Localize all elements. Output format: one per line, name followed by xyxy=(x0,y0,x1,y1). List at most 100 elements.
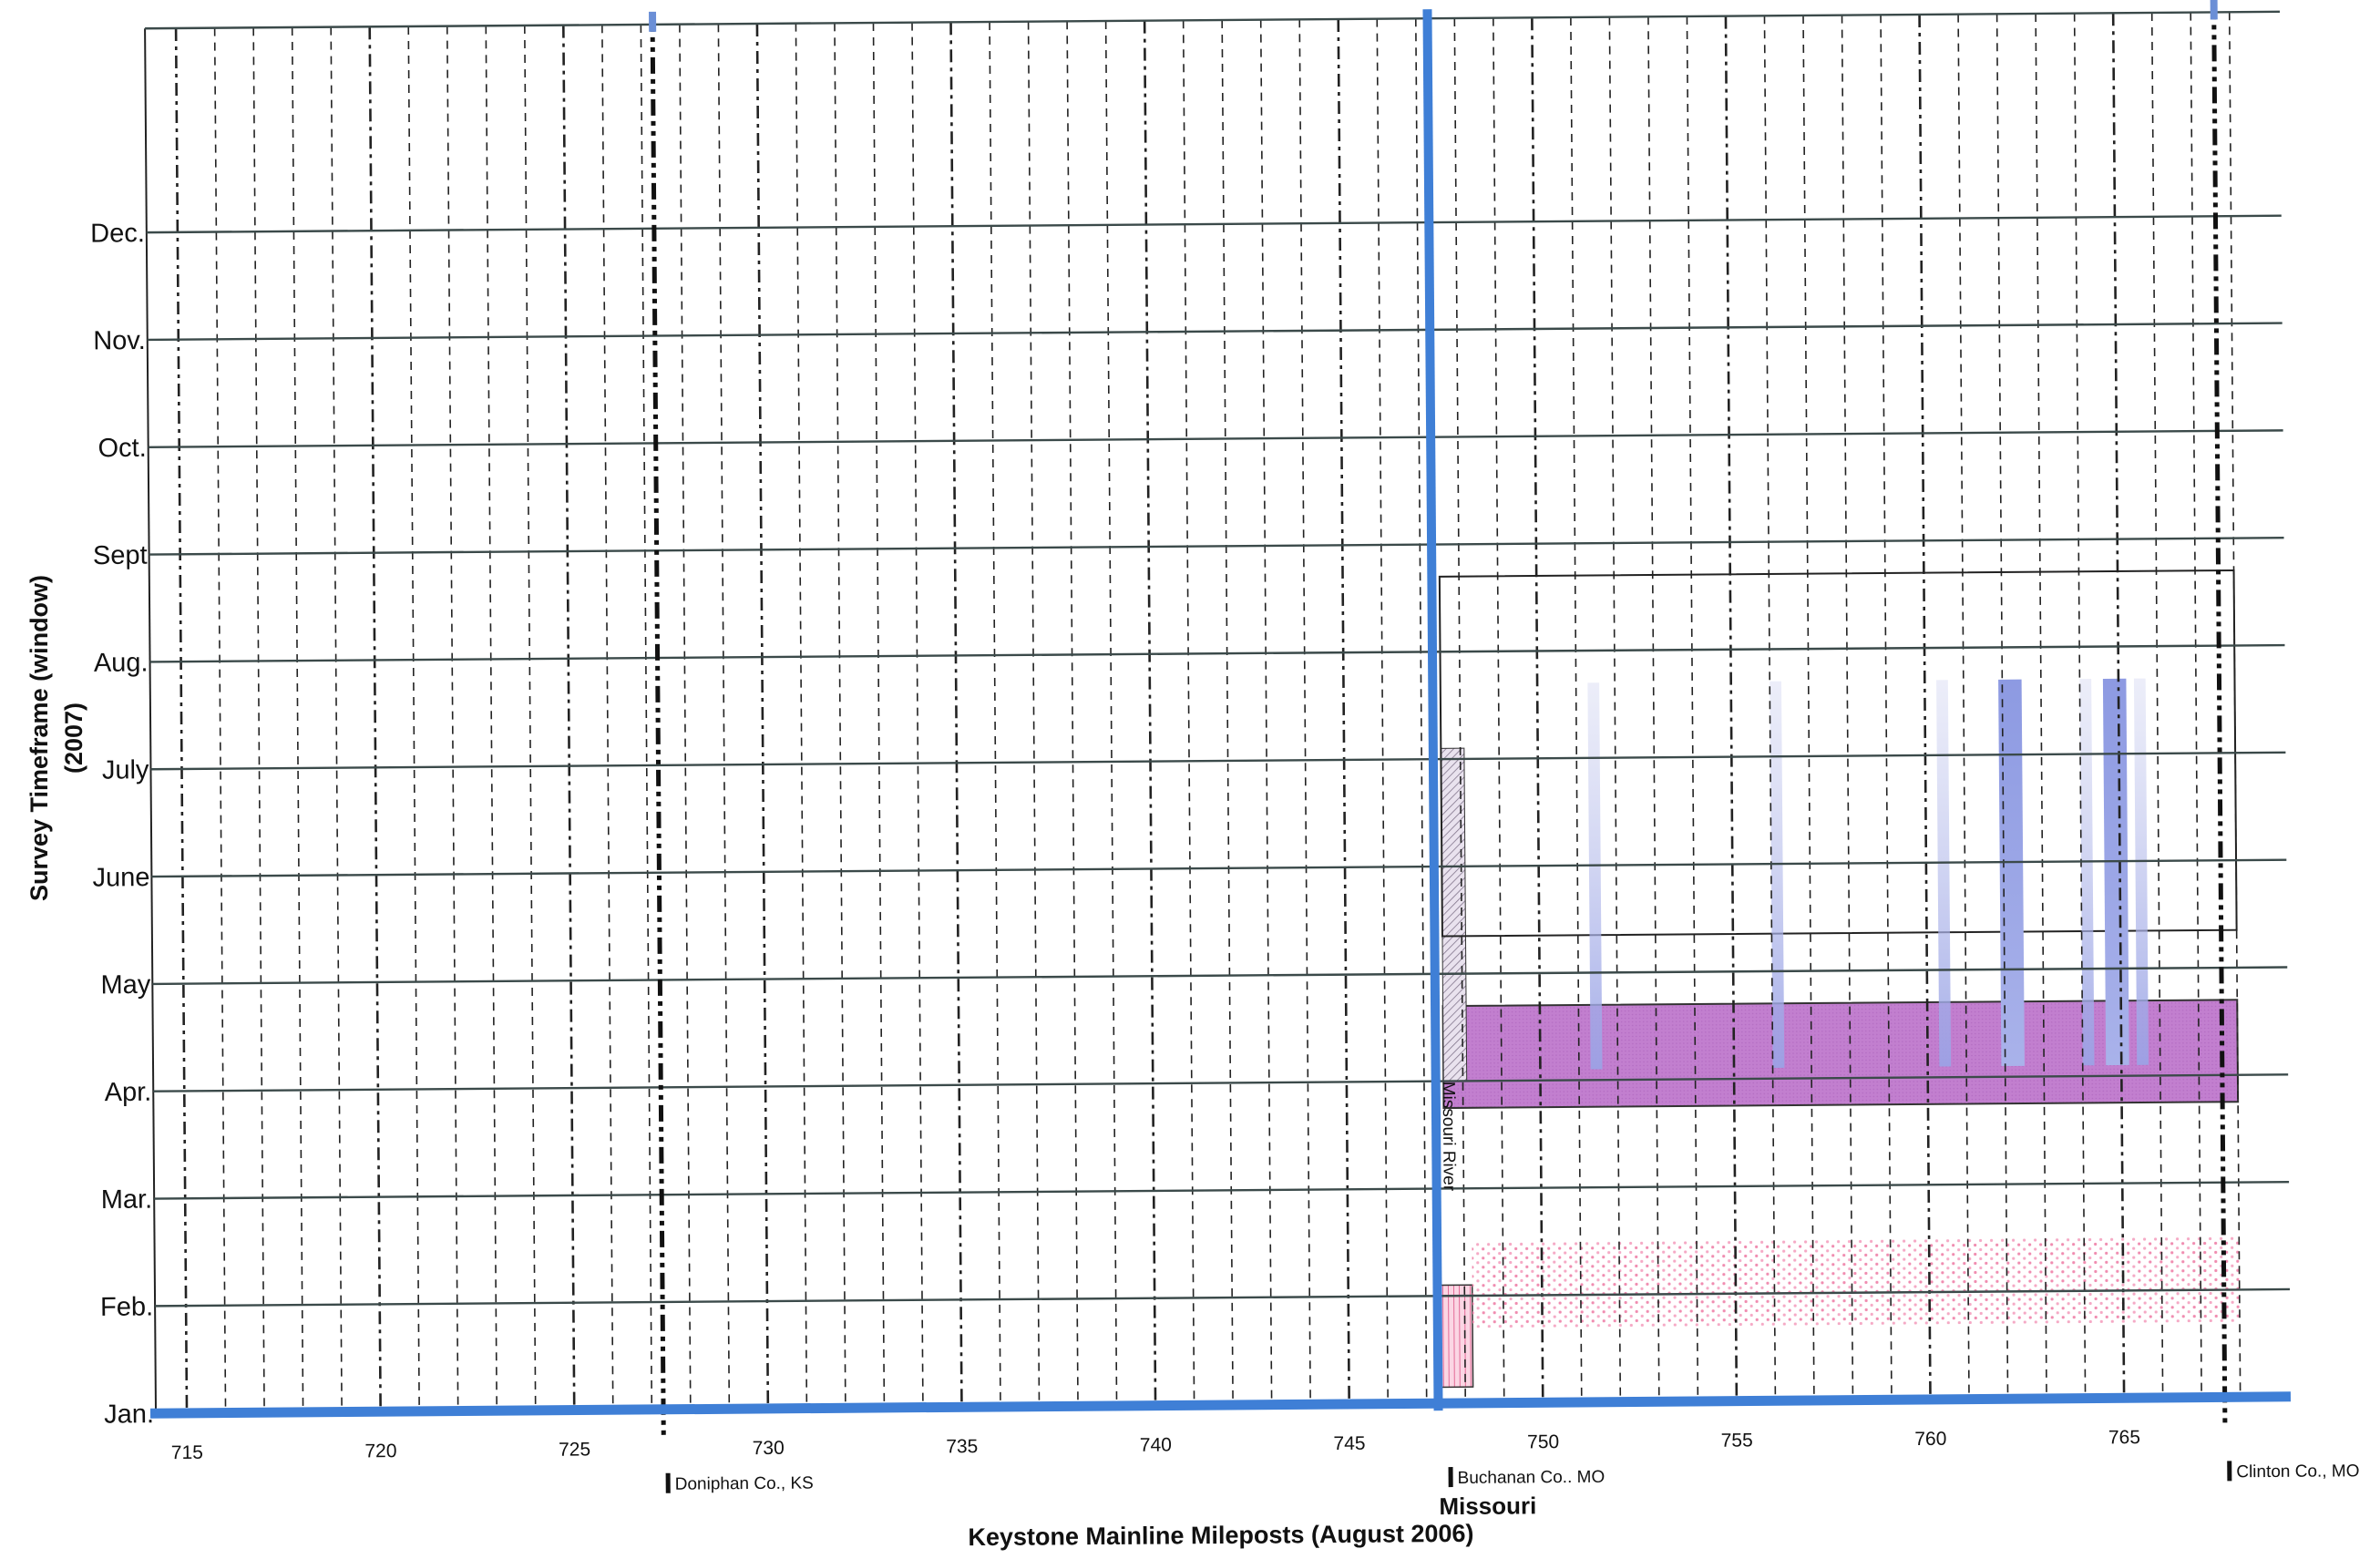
minor-gridline-729 xyxy=(717,24,731,1410)
major-gridline-735 xyxy=(949,22,963,1408)
x-axis-title: Keystone Mainline Mileposts (August 2006… xyxy=(968,1520,1473,1551)
minor-gridline-748 xyxy=(1453,17,1467,1403)
x-tick-label: 715 xyxy=(171,1442,203,1463)
survey-window-blue-solid-10 xyxy=(2102,678,2129,1066)
month-gridline-3 xyxy=(153,1073,2289,1092)
county-boundary-line xyxy=(2211,3,2228,1423)
x-tick-label: 755 xyxy=(1721,1430,1753,1451)
minor-gridline-721 xyxy=(407,26,420,1411)
boundary-label: Doniphan Co., KS xyxy=(675,1474,814,1494)
river-label: Missouri River xyxy=(1439,1082,1459,1192)
minor-gridline-723 xyxy=(485,26,498,1411)
minor-gridline-742 xyxy=(1221,19,1234,1405)
minor-gridline-752 xyxy=(1608,16,1622,1402)
x-tick-label: 745 xyxy=(1333,1433,1365,1454)
minor-gridline-753 xyxy=(1647,16,1660,1402)
month-gridline-7 xyxy=(149,643,2285,663)
survey-windows xyxy=(1436,569,2241,1389)
major-gridline-760 xyxy=(1918,14,1932,1400)
month-gridline-4 xyxy=(152,966,2288,986)
x-axis-line xyxy=(149,1391,2291,1419)
x-tick-labels: 715 720 725 730 735 740 745 750 755 760 765 xyxy=(171,1427,2140,1463)
y-tick-labels: Jan. Feb. Mar. Apr. May June July Aug. Sept Oct. N… xyxy=(90,219,154,1430)
minor-gridline-757 xyxy=(1802,15,1815,1400)
minor-gridline-751 xyxy=(1570,16,1583,1402)
minor-gridline-749 xyxy=(1493,17,1505,1403)
y-tick-label: Apr. xyxy=(105,1078,152,1107)
y-tick-label: Oct. xyxy=(97,434,146,463)
minor-gridline-716 xyxy=(213,27,227,1413)
minor-gridline-731 xyxy=(795,23,808,1409)
x-tick-label: 740 xyxy=(1140,1434,1172,1455)
major-gridline-725 xyxy=(562,25,576,1410)
y-tick-label: Aug. xyxy=(94,648,149,677)
y-axis-title: Survey Timeframe (window) xyxy=(26,575,53,901)
y-axis-year-label: (2007) xyxy=(60,703,87,774)
minor-gridline-756 xyxy=(1763,15,1777,1401)
month-gridline-5 xyxy=(151,858,2287,878)
boundary-marker xyxy=(2227,1461,2232,1482)
month-gridline-10 xyxy=(147,322,2283,342)
survey-window-pink-hatched-0 xyxy=(1436,1284,1474,1389)
minor-gridline-754 xyxy=(1686,15,1699,1401)
boundary-marker xyxy=(1448,1467,1453,1488)
minor-gridline-766 xyxy=(2150,12,2164,1398)
x-tick-label: 750 xyxy=(1527,1431,1559,1452)
minor-gridline-734 xyxy=(911,22,924,1408)
minor-gridline-763 xyxy=(2035,13,2047,1399)
boundary-marker xyxy=(665,1472,671,1493)
state-label: Missouri xyxy=(1439,1492,1536,1520)
major-gridline-720 xyxy=(368,26,382,1412)
plot-area: Jan. Feb. Mar. Apr. May June July Aug. Sept Oct. N… xyxy=(90,0,2360,1520)
month-gridline-9 xyxy=(148,429,2283,448)
missouri-river-line xyxy=(1422,9,1443,1411)
minor-gridline-768 xyxy=(2228,12,2242,1398)
county-boundary-cap xyxy=(2210,0,2218,20)
boundary-label: Clinton Co., MO xyxy=(2236,1462,2359,1482)
major-gridline-765 xyxy=(2111,13,2126,1399)
minor-gridline-746 xyxy=(1376,18,1390,1404)
y-tick-label: May xyxy=(100,970,151,1000)
x-tick-label: 730 xyxy=(753,1438,785,1459)
minor-gridline-728 xyxy=(679,24,692,1410)
minor-gridline-732 xyxy=(834,23,846,1409)
major-gridline-750 xyxy=(1531,17,1544,1403)
county-boundary-line xyxy=(650,15,666,1435)
minor-gridline-722 xyxy=(446,26,459,1411)
minor-gridline-733 xyxy=(872,22,886,1408)
minor-gridline-724 xyxy=(523,25,537,1410)
survey-window-outline-4 xyxy=(1438,569,2238,938)
x-tick-label: 720 xyxy=(364,1441,396,1462)
minor-gridline-717 xyxy=(252,27,265,1413)
minor-gridline-759 xyxy=(1880,15,1893,1400)
survey-window-pink-dotted-1 xyxy=(1472,1236,2241,1328)
x-tick-label: 725 xyxy=(559,1439,590,1460)
y-axis-line xyxy=(144,28,158,1414)
boundaries: Doniphan Co., KS Buchanan Co.. MO Missouri… xyxy=(649,0,2360,1520)
major-gridline-740 xyxy=(1143,20,1157,1406)
y-tick-label: July xyxy=(102,755,149,785)
minor-gridline-758 xyxy=(1841,15,1854,1400)
minor-gridline-747 xyxy=(1414,18,1428,1404)
county-boundary-cap xyxy=(649,11,657,32)
minor-gridline-743 xyxy=(1259,19,1273,1405)
top-border xyxy=(145,10,2281,30)
minor-gridline-738 xyxy=(1066,21,1079,1407)
y-tick-label: June xyxy=(92,863,149,892)
month-gridline-2 xyxy=(154,1180,2290,1200)
major-gridline-755 xyxy=(1724,15,1739,1401)
major-gridline-715 xyxy=(174,27,189,1413)
minor-gridline-719 xyxy=(330,26,343,1412)
y-tick-label: Dec. xyxy=(90,219,145,248)
major-gridline-745 xyxy=(1337,18,1350,1404)
minor-gridline-727 xyxy=(640,24,653,1410)
minor-gridline-718 xyxy=(291,26,304,1412)
x-tick-label: 760 xyxy=(1914,1429,1946,1450)
minor-gridline-744 xyxy=(1298,19,1311,1405)
minor-gridline-739 xyxy=(1104,20,1118,1406)
month-gridline-11 xyxy=(146,214,2282,234)
minor-gridline-764 xyxy=(2073,13,2087,1399)
minor-gridline-762 xyxy=(1995,14,2009,1400)
